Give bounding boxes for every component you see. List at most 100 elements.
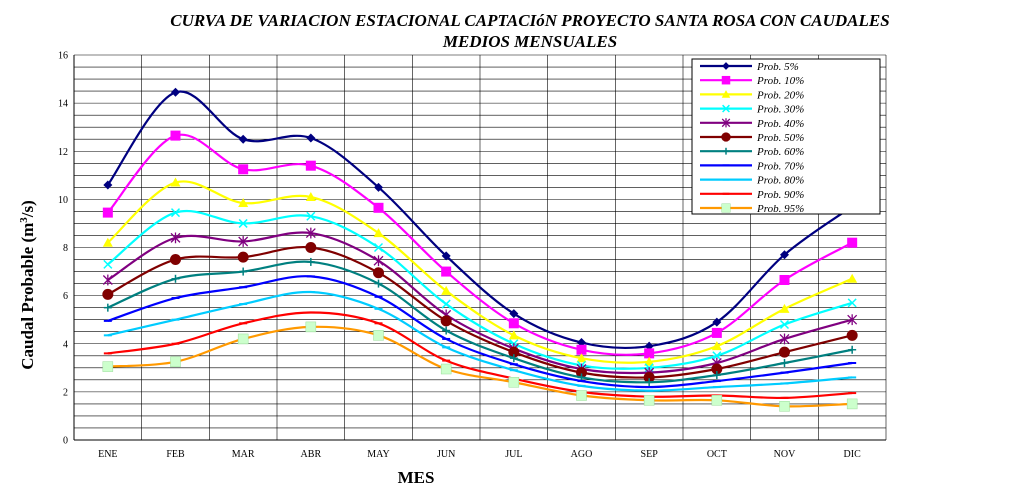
x-tick-label: FEB [166, 449, 185, 460]
x-tick-label: ENE [98, 449, 117, 460]
y-axis-title: Caudal Probable (m3/s) [18, 200, 37, 370]
y-tick-label: 2 [63, 387, 68, 398]
data-point [103, 180, 113, 190]
data-point [170, 177, 181, 187]
data-point [305, 191, 316, 201]
data-point [373, 255, 384, 267]
legend-entry: Prob. 40% [700, 118, 804, 130]
data-point [171, 274, 180, 283]
data-point [441, 285, 452, 295]
y-tick-label: 4 [63, 339, 68, 350]
data-point [847, 273, 858, 283]
y-tick-label: 10 [58, 195, 68, 206]
data-point [779, 274, 790, 285]
data-point [846, 398, 858, 410]
data-point [306, 257, 315, 266]
data-point [711, 341, 722, 351]
series-line [107, 325, 853, 408]
y-axis-title-main: Caudal Probable (m [18, 223, 37, 370]
data-point [508, 330, 519, 340]
y-tick-label: 6 [63, 291, 68, 302]
marker-stroke [170, 208, 181, 218]
data-point [171, 87, 180, 97]
data-point [170, 356, 181, 368]
legend-label: Prob. 80% [756, 175, 804, 187]
legend-marker [721, 203, 731, 213]
data-point [779, 401, 790, 412]
legend-marker [721, 118, 731, 128]
legend-entry: Prob. 50% [700, 132, 804, 144]
data-point [306, 211, 316, 221]
y-tick-label: 16 [58, 51, 68, 62]
series-prob-70- [103, 275, 857, 389]
data-point [440, 363, 452, 375]
legend-label: Prob. 30% [756, 104, 804, 116]
data-point [779, 333, 790, 345]
legend-entry: Prob. 60% [700, 146, 804, 158]
data-point [237, 333, 249, 345]
y-tick-label: 12 [58, 147, 68, 158]
data-point [508, 377, 520, 388]
x-tick-label: DIC [844, 449, 862, 460]
data-point [373, 202, 384, 213]
data-point [237, 251, 249, 263]
x-tick-label: SEP [641, 449, 659, 460]
marker-stroke [847, 298, 857, 308]
marker-stroke [441, 299, 451, 309]
legend-label: Prob. 70% [756, 160, 804, 172]
series-prob-5- [103, 87, 857, 351]
data-point [779, 319, 790, 330]
data-point [441, 266, 452, 277]
data-point [305, 160, 316, 171]
legend-entry: Prob. 20% [700, 89, 804, 101]
data-point [848, 345, 857, 354]
data-point [305, 242, 317, 253]
legend-marker [721, 75, 731, 85]
legend-label: Prob. 20% [756, 89, 804, 101]
legend-entry: Prob. 80% [700, 175, 804, 187]
data-point [711, 363, 723, 375]
x-tick-labels: ENE FEB MAR ABR MAY JUN JUL AGO SEP OCT NOV DIC [98, 449, 861, 460]
data-point [846, 329, 858, 341]
data-point [847, 298, 857, 308]
series-line [107, 290, 853, 392]
data-point [373, 330, 384, 341]
legend-marker [721, 90, 731, 98]
x-tick-label: OCT [707, 449, 727, 460]
y-tick-label: 14 [58, 99, 68, 110]
data-point [508, 318, 519, 329]
data-point [441, 299, 451, 309]
data-point [779, 303, 790, 313]
data-point [508, 346, 520, 358]
marker-stroke [103, 259, 113, 269]
data-point [441, 251, 451, 261]
series-line [107, 180, 853, 364]
legend-marker [722, 62, 730, 70]
data-point [644, 356, 655, 366]
data-point [102, 288, 114, 300]
data-point [643, 395, 655, 406]
data-point [238, 236, 249, 247]
marker-stroke [722, 104, 730, 113]
series-line [107, 210, 853, 370]
x-tick-label: NOV [774, 449, 796, 460]
data-point [374, 279, 383, 288]
legend-label: Prob. 40% [756, 118, 804, 130]
data-point [170, 232, 181, 244]
y-axis-title-end: /s) [18, 200, 37, 218]
y-axis-title-sup: 3 [18, 217, 30, 223]
legend-entry: Prob. 70% [700, 160, 804, 172]
marker-stroke [779, 319, 790, 330]
data-point [643, 371, 655, 383]
data-point [712, 317, 722, 327]
y-tick-label: 0 [63, 436, 68, 447]
data-point [103, 303, 112, 312]
data-point [238, 218, 248, 228]
x-tick-label: MAR [232, 449, 255, 460]
data-point [509, 309, 519, 319]
x-tick-label: MAY [367, 449, 389, 460]
data-point [305, 227, 316, 239]
data-point [102, 237, 113, 247]
legend-entry: Prob. 95% [700, 203, 804, 215]
data-point [576, 390, 587, 401]
